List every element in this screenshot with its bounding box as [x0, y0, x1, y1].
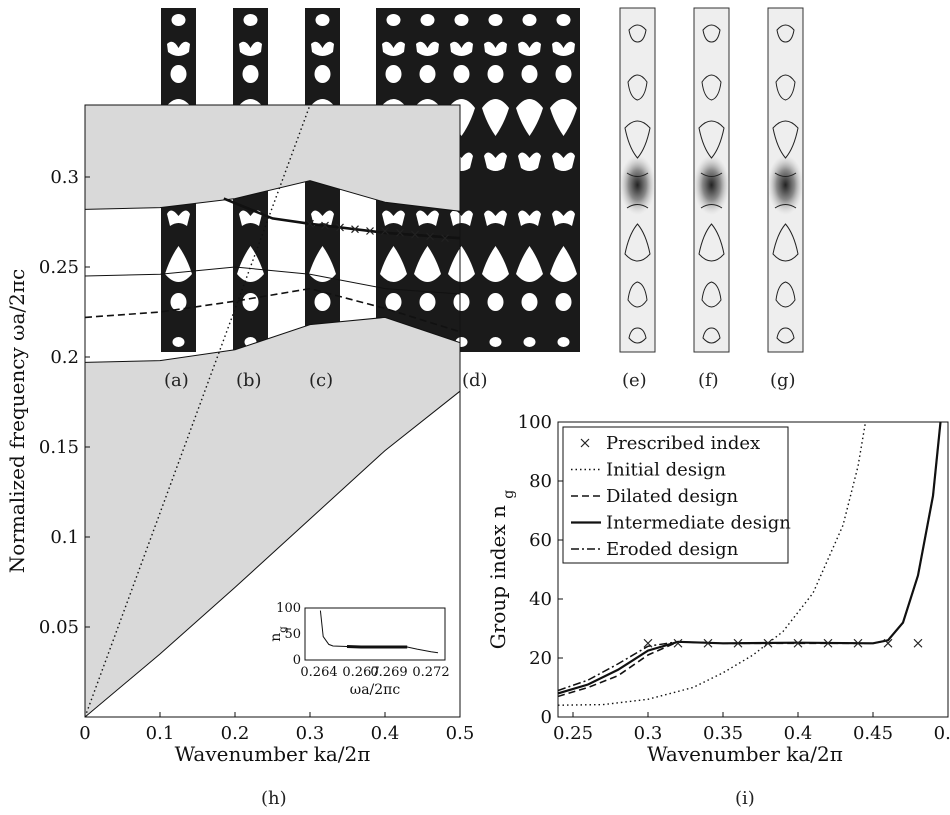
y-tick-label: 0.1 [50, 527, 79, 548]
prescribed-marker-4 [733, 638, 743, 648]
legend-label: Prescribed index [606, 433, 760, 454]
inset-curve-bold [346, 645, 408, 649]
field-f [693, 7, 730, 353]
legend-label: Intermediate design [606, 513, 791, 534]
prescribed-marker-5 [763, 638, 773, 648]
prescribed-marker-4 [351, 225, 359, 234]
x-tick-label: 0.3 [634, 723, 663, 744]
x-axis-label: Wavenumber ka/2π [175, 742, 371, 766]
inset-y-tick-label: 100 [276, 601, 301, 616]
y-tick-label: 40 [529, 589, 552, 610]
panel-label-a: (a) [164, 370, 189, 391]
prescribed-marker-7 [823, 638, 833, 648]
x-tick-label: 0.5 [446, 723, 475, 744]
legend-label: Dilated design [606, 486, 738, 507]
panel-label-e: (e) [622, 370, 647, 391]
inset-x-tick-label: 0.272 [412, 665, 449, 680]
inset-y-tick-label: 50 [284, 627, 301, 642]
panel-label-d: (d) [462, 370, 488, 391]
plot-area [558, 422, 942, 706]
plot-area [85, 105, 460, 717]
prescribed-marker-3 [703, 638, 713, 648]
legend-label: Initial design [606, 460, 726, 481]
y-tick-label: 0.05 [39, 617, 79, 638]
prescribed-marker-9 [426, 232, 434, 241]
prescribed-marker-8 [853, 638, 863, 648]
legend: Prescribed index Initial design Dilated de… [562, 426, 791, 564]
inset-x-tick-label: 0.267 [342, 665, 379, 680]
panel-label-i: (i) [735, 788, 755, 809]
prescribed-marker-1 [306, 219, 314, 228]
inset-x-tick-label: 0.264 [300, 665, 337, 680]
x-tick-label: 0.45 [853, 723, 893, 744]
y-tick-label: 100 [518, 412, 552, 433]
band-line-7 [85, 105, 311, 717]
y-tick-label: 20 [529, 648, 552, 669]
x-tick-label: 0.2 [221, 723, 250, 744]
x-tick-label: 0.4 [784, 723, 813, 744]
band-line-4 [85, 316, 460, 363]
inset-x-axis-label: ωa/2πc [350, 682, 401, 698]
axes-frame [84, 104, 461, 718]
x-tick-label: 0.35 [703, 723, 743, 744]
continuum-upper [85, 105, 460, 212]
y-axis-label: Normalized frequency ωa/2πc [5, 269, 29, 573]
prescribed-marker-2 [673, 638, 683, 648]
continuum-lower [85, 317, 460, 717]
y-tick-label: 0.2 [50, 347, 79, 368]
axes-frame [557, 421, 949, 718]
panel-label-h: (h) [261, 788, 287, 809]
x-tick-label: 0.1 [146, 723, 175, 744]
band-line-5 [85, 390, 460, 717]
panel-label-c: (c) [309, 370, 334, 391]
prescribed-marker-8 [411, 230, 419, 239]
band-line-2 [85, 266, 460, 295]
x-axis-label: Wavenumber ka/2π [647, 742, 843, 766]
x-tick-label: 0.25 [553, 723, 593, 744]
field-e [619, 7, 656, 353]
prescribed-marker-7 [396, 228, 404, 237]
field-g [767, 7, 804, 353]
legend-swatch-marker [580, 438, 590, 448]
y-tick-label: 80 [529, 471, 552, 492]
inset-x-tick-label: 0.269 [370, 665, 407, 680]
prescribed-marker-9 [883, 638, 893, 648]
x-tick-label: 0.4 [371, 723, 400, 744]
y-tick-label: 0.25 [39, 257, 79, 278]
band-diagram-chart: 0 0.1 0.2 0.3 0.4 0.50.050.10.150.20.250.3Wav… [5, 104, 475, 766]
panel-label-g: (g) [770, 370, 796, 391]
prescribed-marker-1 [643, 638, 653, 648]
inset-y-tick-label: 0 [293, 653, 301, 668]
y-tick-label: 60 [529, 530, 552, 551]
prescribed-marker-2 [321, 221, 329, 230]
x-tick-label: 0.3 [296, 723, 325, 744]
panel-label-f: (f) [698, 370, 719, 391]
band-line-1 [85, 180, 460, 212]
y-tick-label: 0.3 [50, 167, 79, 188]
prescribed-marker-5 [366, 227, 374, 235]
prescribed-marker-10 [441, 234, 449, 243]
band-line-3 [85, 287, 460, 333]
prescribed-marker-3 [336, 223, 344, 232]
prescribed-marker-6 [793, 638, 803, 648]
prescribed-marker-6 [381, 227, 389, 235]
legend-box [562, 426, 789, 564]
y-tick-label: 0 [541, 707, 552, 728]
y-axis-label: Group index n g [486, 490, 517, 649]
prescribed-marker-10 [913, 638, 923, 648]
inset-frame [304, 607, 446, 661]
x-tick-label: 0 [79, 723, 90, 744]
panel-label-b: (b) [236, 370, 262, 391]
x-tick-label: 0.5 [934, 723, 950, 744]
y-tick-label: 0.15 [39, 437, 79, 458]
group-index-chart: 0.25 0.3 0.35 0.4 0.45 0.5 0 20 40 60 80 100 Wavenum… [486, 412, 950, 766]
legend-label: Eroded design [606, 539, 739, 560]
